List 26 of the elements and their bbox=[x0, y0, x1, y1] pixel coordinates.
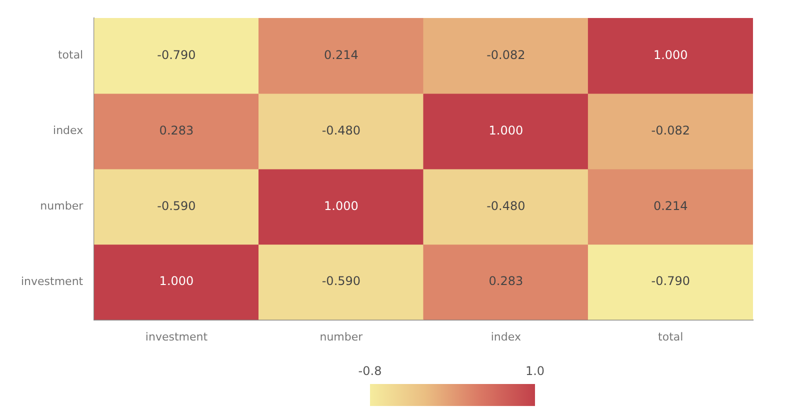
data-label: -0.590 bbox=[157, 198, 196, 213]
data-label: -0.790 bbox=[157, 48, 196, 62]
data-label: -0.082 bbox=[486, 48, 526, 62]
y-tick-label: number bbox=[40, 199, 84, 212]
x-tick-label: total bbox=[658, 330, 684, 344]
data-label: -0.480 bbox=[322, 123, 361, 138]
data-label: -0.590 bbox=[322, 274, 361, 288]
y-tick-label: total bbox=[58, 48, 84, 62]
data-label: 0.283 bbox=[159, 123, 194, 138]
data-label: 0.214 bbox=[653, 198, 688, 213]
x-tick-label: investment bbox=[145, 330, 208, 344]
data-label: 0.214 bbox=[324, 48, 358, 62]
y-tick-label: index bbox=[53, 124, 84, 138]
data-label: 0.283 bbox=[488, 274, 524, 288]
color-bar-label: 1.0 bbox=[525, 364, 545, 378]
data-label: -0.082 bbox=[651, 123, 690, 138]
data-label: 1.000 bbox=[324, 198, 358, 213]
x-tick-label: number bbox=[320, 330, 364, 344]
data-label: 1.000 bbox=[159, 274, 194, 288]
x-tick-label: index bbox=[490, 330, 522, 344]
data-label: -0.480 bbox=[486, 198, 526, 213]
color-bar-label: -0.8 bbox=[358, 364, 382, 378]
data-label: 1.000 bbox=[488, 123, 524, 138]
data-label: -0.790 bbox=[651, 274, 690, 288]
data-label: 1.000 bbox=[653, 48, 688, 62]
y-tick-label: investment bbox=[20, 274, 84, 288]
